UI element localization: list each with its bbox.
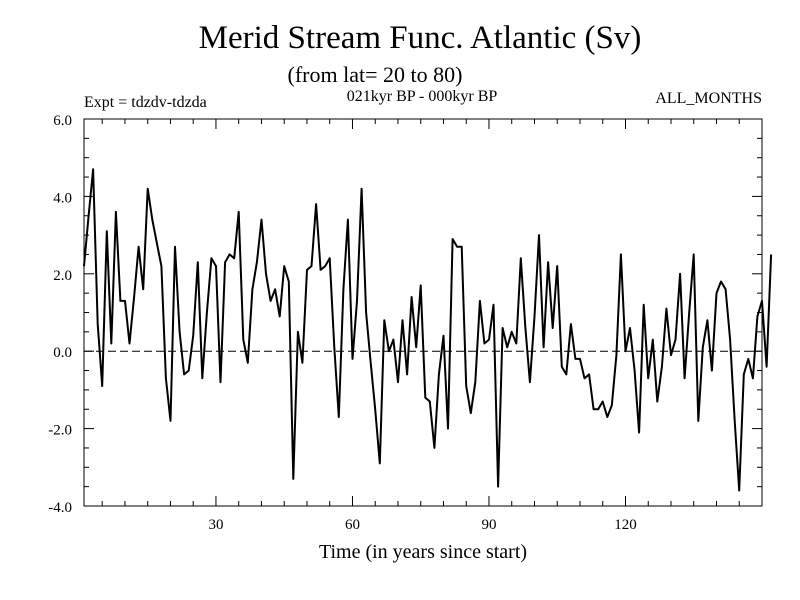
y-tick-label: 0.0 [53, 345, 72, 361]
period-label: 021kyr BP - 000kyr BP [347, 88, 498, 105]
x-axis-label: Time (in years since start) [319, 541, 527, 563]
y-tick-label: 6.0 [53, 113, 72, 129]
y-tick-label: 4.0 [53, 190, 72, 206]
axis-ticks [84, 118, 762, 507]
x-tick-label: 30 [208, 517, 223, 533]
chart-subtitle: (from lat= 20 to 80) [288, 62, 463, 87]
y-tick-label: 2.0 [53, 268, 72, 284]
y-tick-label: -4.0 [48, 500, 72, 516]
x-tick-label: 60 [345, 517, 360, 533]
x-tick-label: 120 [614, 517, 637, 533]
x-tick-label: 90 [481, 517, 496, 533]
axis-tick-labels: -4.0 -2.0 0.0 2.0 4.0 6.0 30 60 90 120 [48, 113, 636, 533]
chart-title: Merid Stream Func. Atlantic (Sv) [199, 20, 642, 56]
experiment-label: Expt = tdzdv-tdzda [84, 94, 207, 111]
months-label: ALL_MONTHS [655, 90, 762, 107]
series-line [83, 168, 773, 492]
y-tick-label: -2.0 [48, 423, 72, 439]
plot-frame [83, 118, 763, 507]
